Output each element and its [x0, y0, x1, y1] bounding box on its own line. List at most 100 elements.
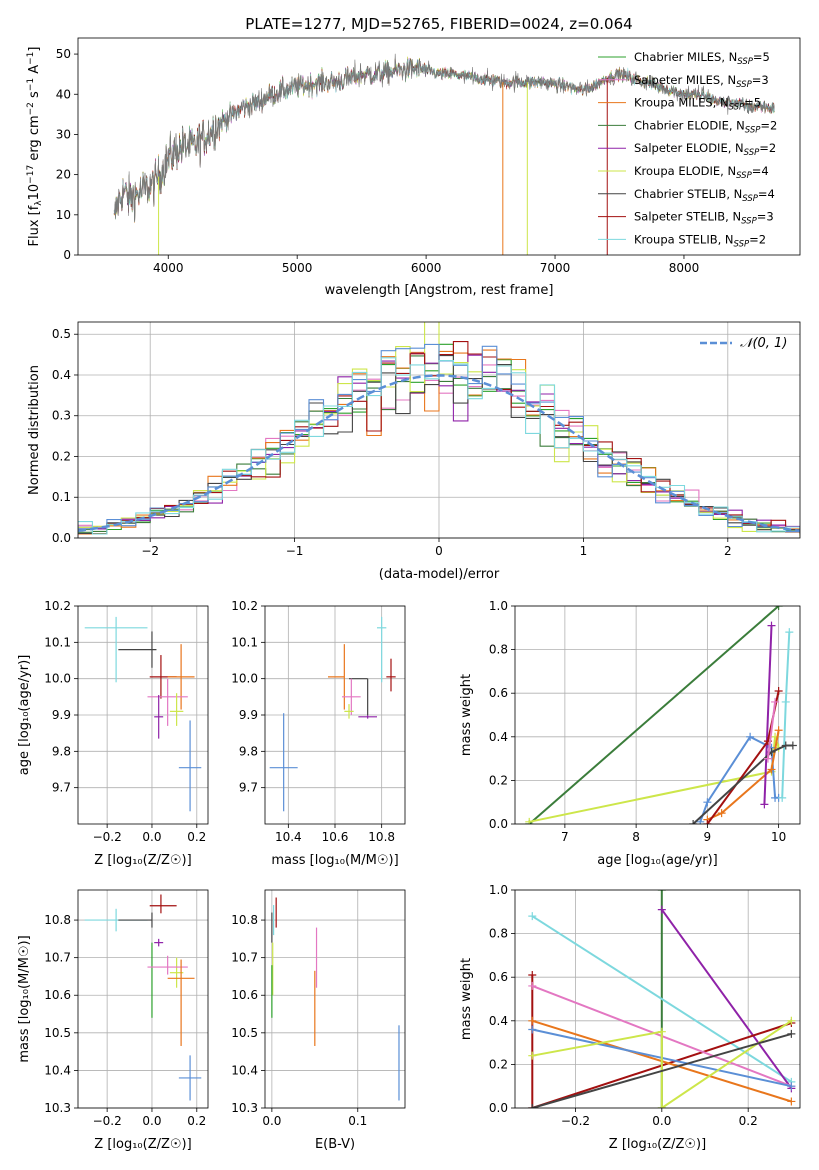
x-tick-label: 9 — [704, 830, 712, 844]
y-tick-label: 0.4 — [489, 730, 508, 744]
x-tick-label: −0.2 — [561, 1114, 590, 1128]
y-tick-label: 10.4 — [231, 1063, 258, 1077]
y-axis-label: Flux [fλ10−17 erg cm−2 s−1 A−1] — [26, 47, 44, 247]
y-tick-label: 10.3 — [44, 1101, 71, 1115]
y-tick-label: 10.0 — [44, 672, 71, 686]
errorbar-point — [118, 631, 157, 668]
y-tick-label: 10.6 — [231, 988, 258, 1002]
y-tick-label: 9.8 — [52, 744, 71, 758]
y-axis-label: mass weight — [459, 958, 474, 1040]
y-axis-label: age [log₁₀(age/yr)] — [17, 655, 32, 776]
grid-lines — [265, 890, 405, 1109]
y-tick-label: 0.8 — [489, 927, 508, 941]
y-tick-label: 10.7 — [44, 951, 71, 965]
legend-label-name: Chabrier MILES, N — [634, 50, 737, 64]
legend-label-name: Kroupa MILES, N — [634, 96, 729, 110]
legend-label-tail: =3 — [752, 73, 769, 87]
y-tick-label: 0.1 — [52, 490, 71, 504]
y-tick-label: 0.3 — [52, 409, 71, 423]
x-axis-label: Z [log₁₀(Z/Z☉)] — [94, 1137, 191, 1152]
errorbar-point — [358, 715, 377, 719]
weight-marker — [778, 793, 787, 802]
legend-label: Chabrier ELODIE, NSSP=2 — [634, 118, 777, 135]
plot-area — [113, 53, 775, 255]
legend-label-name: Chabrier ELODIE, N — [634, 118, 745, 132]
errorbar-point — [342, 678, 361, 715]
weight-marker — [787, 1029, 796, 1038]
axes-frame — [77, 605, 209, 825]
errorbar-point — [167, 644, 195, 710]
x-tick-label: 7 — [561, 830, 569, 844]
x-tick-label: 0.2 — [187, 830, 206, 844]
weight-marker — [528, 1104, 537, 1108]
y-tick-label: 9.8 — [239, 744, 258, 758]
y-tick-label: 0.0 — [489, 817, 508, 831]
errorbar-point — [349, 678, 369, 715]
y-tick-label: 10.8 — [44, 913, 71, 927]
grid-lines — [515, 605, 800, 825]
weight-marker — [528, 1051, 537, 1060]
legend-label-sub: SSP — [729, 103, 745, 113]
weight-marker — [528, 1025, 537, 1034]
weight-marker — [657, 905, 666, 914]
legend-label-tail: =2 — [760, 118, 777, 132]
y-axis-label-part: s — [27, 91, 42, 102]
plot-area — [78, 322, 800, 537]
y-tick-label: 30 — [56, 127, 71, 141]
legend-label: Kroupa ELODIE, NSSP=4 — [634, 164, 769, 181]
plot-area — [84, 894, 202, 1101]
weight-marker — [657, 1027, 666, 1036]
legend-label-tail: =4 — [752, 164, 769, 178]
y-tick-label: 10.1 — [231, 635, 258, 649]
legend-label: Kroupa STELIB, NSSP=2 — [634, 232, 766, 249]
legend-label: Chabrier MILES, NSSP=5 — [634, 50, 770, 67]
weight-marker — [689, 820, 698, 824]
plot-area — [528, 890, 796, 1108]
x-axis-label: age [log₁₀(age/yr)] — [597, 853, 718, 868]
grid-lines — [265, 605, 405, 824]
y-tick-label: 0.5 — [52, 327, 71, 341]
legend-label-sub: SSP — [744, 148, 760, 158]
legend-label: Salpeter ELODIE, NSSP=2 — [634, 141, 776, 158]
spectrum-line — [113, 58, 775, 223]
weight-marker — [703, 798, 712, 807]
weight-marker — [788, 741, 797, 750]
errorbar-point — [269, 713, 298, 812]
errorbar-point — [147, 955, 188, 975]
y-tick-label: 10.7 — [231, 951, 258, 965]
legend-label-name: Chabrier STELIB, N — [634, 187, 742, 201]
x-tick-label: 6000 — [411, 261, 442, 275]
weight-marker — [528, 971, 537, 980]
weight-marker — [746, 732, 755, 741]
y-axis-label-part: −17 — [26, 165, 36, 184]
y-axis-label-part: λ — [34, 200, 44, 206]
plot-area — [271, 897, 400, 1101]
weight-line — [781, 632, 791, 798]
weight-line — [532, 1019, 792, 1108]
weight-marker — [696, 817, 705, 824]
y-axis-label-part: 10 — [27, 184, 42, 201]
weight-marker — [774, 726, 783, 735]
y-tick-label: 10.0 — [231, 672, 258, 686]
weight-marker — [787, 1082, 796, 1091]
weight-marker — [771, 697, 780, 706]
y-tick-label: 0.2 — [52, 449, 71, 463]
axes-frame — [77, 321, 801, 539]
x-tick-label: 8 — [632, 830, 640, 844]
errorbar-point — [344, 704, 354, 719]
x-tick-label: 10.6 — [322, 830, 349, 844]
x-tick-label: 2 — [724, 544, 732, 558]
y-axis-label: mass [log₁₀(M/M☉)] — [17, 935, 32, 1062]
weight-marker — [763, 754, 772, 763]
legend-label-tail: =2 — [759, 141, 776, 155]
weight-marker — [781, 741, 790, 750]
legend-label: 𝒩(0, 1) — [740, 336, 787, 351]
legend-label-tail: =3 — [757, 210, 774, 224]
axes-frame — [514, 889, 801, 1109]
chart-title: PLATE=1277, MJD=52765, FIBERID=0024, z=0… — [245, 15, 632, 33]
errorbar-point — [149, 894, 177, 914]
legend-label: Salpeter STELIB, NSSP=3 — [634, 210, 774, 227]
errorbar-point — [147, 678, 188, 726]
